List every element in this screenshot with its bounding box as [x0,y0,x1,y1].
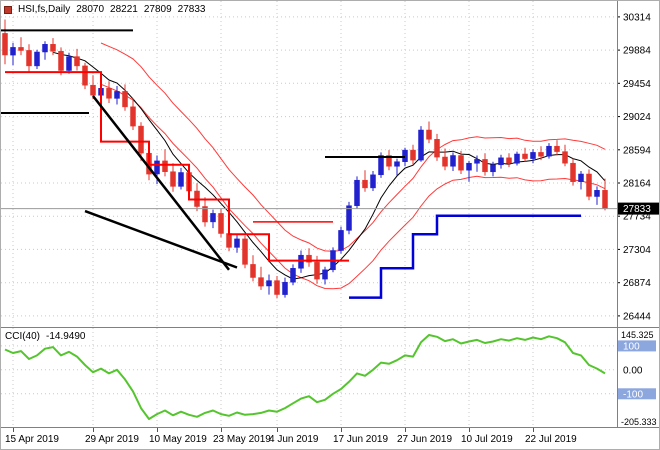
cci-panel-canvas[interactable]: 145.325 -205.333 0.00 100 -100 [1,327,660,427]
time-axis-tick [13,428,14,432]
time-axis-tick [341,428,342,432]
price-axis-label: 27304 [623,245,651,256]
time-axis-label: 10 May 2019 [149,434,207,445]
time-axis-label: 15 Apr 2019 [5,434,59,445]
price-chart-canvas[interactable]: 30314 29884 29454 29024 28594 28164 27734 27304… [1,1,660,327]
price-axis[interactable] [615,1,659,427]
ohlc-open-label: 28070 [76,4,105,15]
ohlc-low-label: 27809 [143,4,172,15]
symbol-period-label: HSI,fs,Daily [18,4,71,15]
cci-indicator-name: CCI(40) [5,331,41,342]
envelope-upper-line [100,42,606,252]
time-axis-tick [469,428,470,432]
price-axis-label: 29884 [623,46,651,57]
time-axis-tick [533,428,534,432]
chart-symbol-icon [4,5,12,14]
time-axis-tick [221,428,222,432]
resistance-step-line [5,71,349,262]
trend-line[interactable] [84,209,238,269]
ohlc-high-label: 28221 [110,4,138,15]
chart-header: HSI,fs,Daily 28070 28221 27809 27833 [4,4,205,15]
time-axis-tick [277,428,278,432]
cci-level-badge [618,340,656,352]
time-axis-label: 22 Jul 2019 [525,434,577,445]
time-axis-label: 4 Jun 2019 [269,434,319,445]
time-axis-label: 10 Jul 2019 [461,434,513,445]
price-axis-label: 26874 [623,278,651,289]
price-axis-label: 29454 [623,79,651,90]
cci-scale-max-label: 145.325 [621,330,654,340]
cci-level-badge [618,388,656,400]
candlesticks [2,19,608,299]
time-axis-label: 27 Jun 2019 [397,434,453,445]
time-axis-label: 17 Jun 2019 [333,434,389,445]
support-step-line [349,214,581,299]
envelope-lower-line [100,83,606,290]
ohlc-close-label: 27833 [177,4,206,15]
cci-line [4,334,606,420]
time-axis-tick [93,428,94,432]
time-axis-tick [157,428,158,432]
current-price-tag-text: 27833 [623,204,651,215]
price-axis-label: 30314 [623,12,651,23]
moving-average-line [52,51,606,280]
price-axis-label: 27734 [623,212,651,223]
price-axis-label: 28594 [623,145,651,156]
price-axis-label: 29024 [623,112,651,123]
cci-zero-label: 0.00 [623,365,643,376]
time-axis-label: 23 May 2019 [213,434,271,445]
time-axis-label: 29 Apr 2019 [85,434,139,445]
cci-scale-min-label: -205.333 [621,417,657,427]
cci-indicator-value: -14.9490 [46,331,86,342]
current-price-tag [618,202,659,215]
price-axis-label: 26444 [623,311,651,322]
time-axis[interactable]: 15 Apr 2019 29 Apr 2019 10 May 2019 23 May … [1,427,659,449]
trend-line[interactable] [92,95,230,271]
price-axis-label: 28164 [623,179,651,190]
time-axis-tick [405,428,406,432]
cci-level-badge-text: -100 [623,389,643,400]
cci-indicator-label: CCI(40) -14.9490 [5,331,86,342]
cci-level-badge-text: 100 [623,341,640,352]
